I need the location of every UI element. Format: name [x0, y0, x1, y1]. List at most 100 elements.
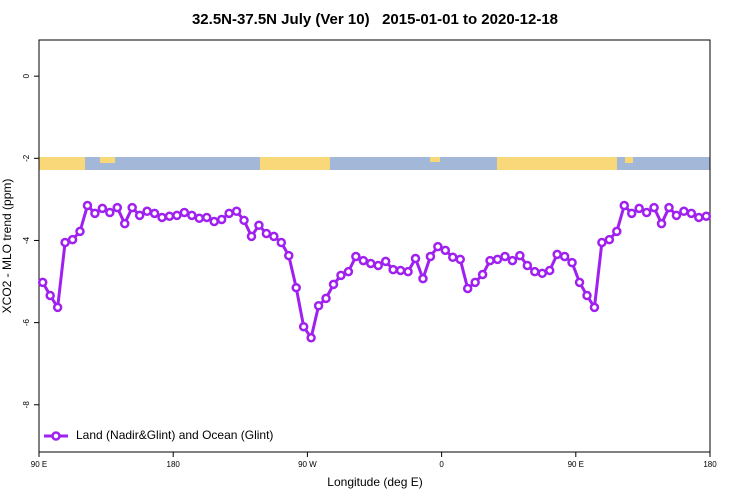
- data-point: [269, 231, 279, 242]
- data-point: [626, 208, 637, 219]
- land-band: [625, 157, 633, 163]
- data-point: [470, 277, 480, 288]
- data-point: [60, 237, 70, 248]
- data-point: [97, 203, 108, 214]
- data-point: [149, 208, 160, 219]
- data-point: [351, 251, 361, 262]
- data-point: [216, 214, 227, 225]
- data-point: [321, 293, 331, 304]
- data-point: [298, 321, 309, 332]
- data-point: [90, 208, 100, 219]
- data-point: [52, 302, 63, 313]
- chart-title: 32.5N-37.5N July (Ver 10) 2015-01-01 to …: [192, 11, 558, 28]
- land-band: [39, 157, 85, 170]
- data-point: [500, 251, 510, 262]
- data-point: [433, 241, 443, 252]
- legend-label: Land (Nadir&Glint) and Ocean (Glint): [76, 428, 273, 442]
- data-point: [380, 256, 391, 267]
- x-tick-label: 180: [167, 460, 181, 469]
- data-point: [172, 210, 182, 221]
- data-point: [261, 228, 272, 239]
- data-point: [45, 290, 55, 301]
- y-tick-label: -8: [22, 401, 31, 409]
- data-point: [187, 210, 197, 221]
- land-band: [430, 157, 440, 162]
- data-point: [537, 268, 547, 279]
- data-point: [164, 211, 175, 221]
- data-point: [582, 290, 592, 301]
- series-line: [41, 202, 707, 342]
- data-point: [254, 220, 264, 231]
- land-ocean-strip: [39, 157, 710, 170]
- data-point: [515, 250, 525, 261]
- data-point: [157, 212, 167, 223]
- data-point: [410, 253, 421, 264]
- y-axis-label: XCO2 - MLO trend (ppm): [0, 179, 14, 314]
- data-point: [336, 270, 346, 281]
- data-point: [589, 302, 600, 313]
- data-point: [291, 282, 301, 293]
- data-point: [202, 212, 212, 223]
- data-point: [694, 212, 704, 223]
- data-point: [366, 258, 376, 269]
- data-point: [649, 202, 659, 213]
- data-point: [507, 255, 518, 266]
- data-point: [552, 249, 562, 260]
- data-point: [604, 234, 615, 245]
- x-tick-label: 90 W: [298, 460, 317, 469]
- data-point: [246, 231, 257, 242]
- data-point: [284, 250, 294, 261]
- data-point: [75, 226, 85, 237]
- data-point: [597, 237, 607, 248]
- data-point: [67, 234, 78, 245]
- x-tick-label: 180: [703, 460, 717, 469]
- x-tick-label: 0: [439, 460, 444, 469]
- data-point: [306, 333, 316, 343]
- data-point: [686, 208, 697, 219]
- data-point: [477, 269, 488, 280]
- y-tick-label: -4: [22, 236, 31, 244]
- data-point: [105, 207, 115, 218]
- data-point: [388, 264, 398, 275]
- data-point: [194, 213, 205, 224]
- data-point: [664, 202, 674, 213]
- data-point: [455, 254, 465, 265]
- data-point: [239, 215, 249, 226]
- data-point: [418, 273, 428, 284]
- data-point: [343, 266, 354, 277]
- data-point: [313, 301, 324, 311]
- data-point: [328, 279, 339, 290]
- data-point: [701, 211, 712, 221]
- data-point: [567, 257, 577, 268]
- data-point: [37, 277, 48, 288]
- data-point: [448, 252, 458, 263]
- data-point: [231, 206, 242, 217]
- data-point: [522, 260, 533, 271]
- data-point: [679, 206, 689, 217]
- data-point: [224, 208, 234, 219]
- data-point: [209, 216, 219, 227]
- data-point: [425, 251, 436, 262]
- data-point: [544, 265, 555, 276]
- data-point: [119, 218, 130, 229]
- y-tick-label: -6: [22, 319, 31, 327]
- data-point: [530, 266, 540, 277]
- data-point: [462, 283, 473, 294]
- data-point: [641, 207, 652, 218]
- x-axis-label: Longitude (deg E): [327, 475, 422, 489]
- data-point: [574, 277, 585, 288]
- data-point: [373, 260, 383, 271]
- data-point: [395, 265, 406, 276]
- y-tick-label: 0: [22, 73, 31, 78]
- land-band: [100, 157, 115, 163]
- data-point: [485, 255, 495, 266]
- data-point: [440, 245, 451, 256]
- data-point: [82, 200, 93, 211]
- x-tick-label: 90 E: [31, 460, 47, 469]
- data-point: [276, 237, 287, 248]
- data-point: [142, 206, 152, 217]
- x-tick-label: 90 E: [568, 460, 584, 469]
- y-tick-label: -2: [22, 154, 31, 162]
- data-point: [559, 251, 570, 262]
